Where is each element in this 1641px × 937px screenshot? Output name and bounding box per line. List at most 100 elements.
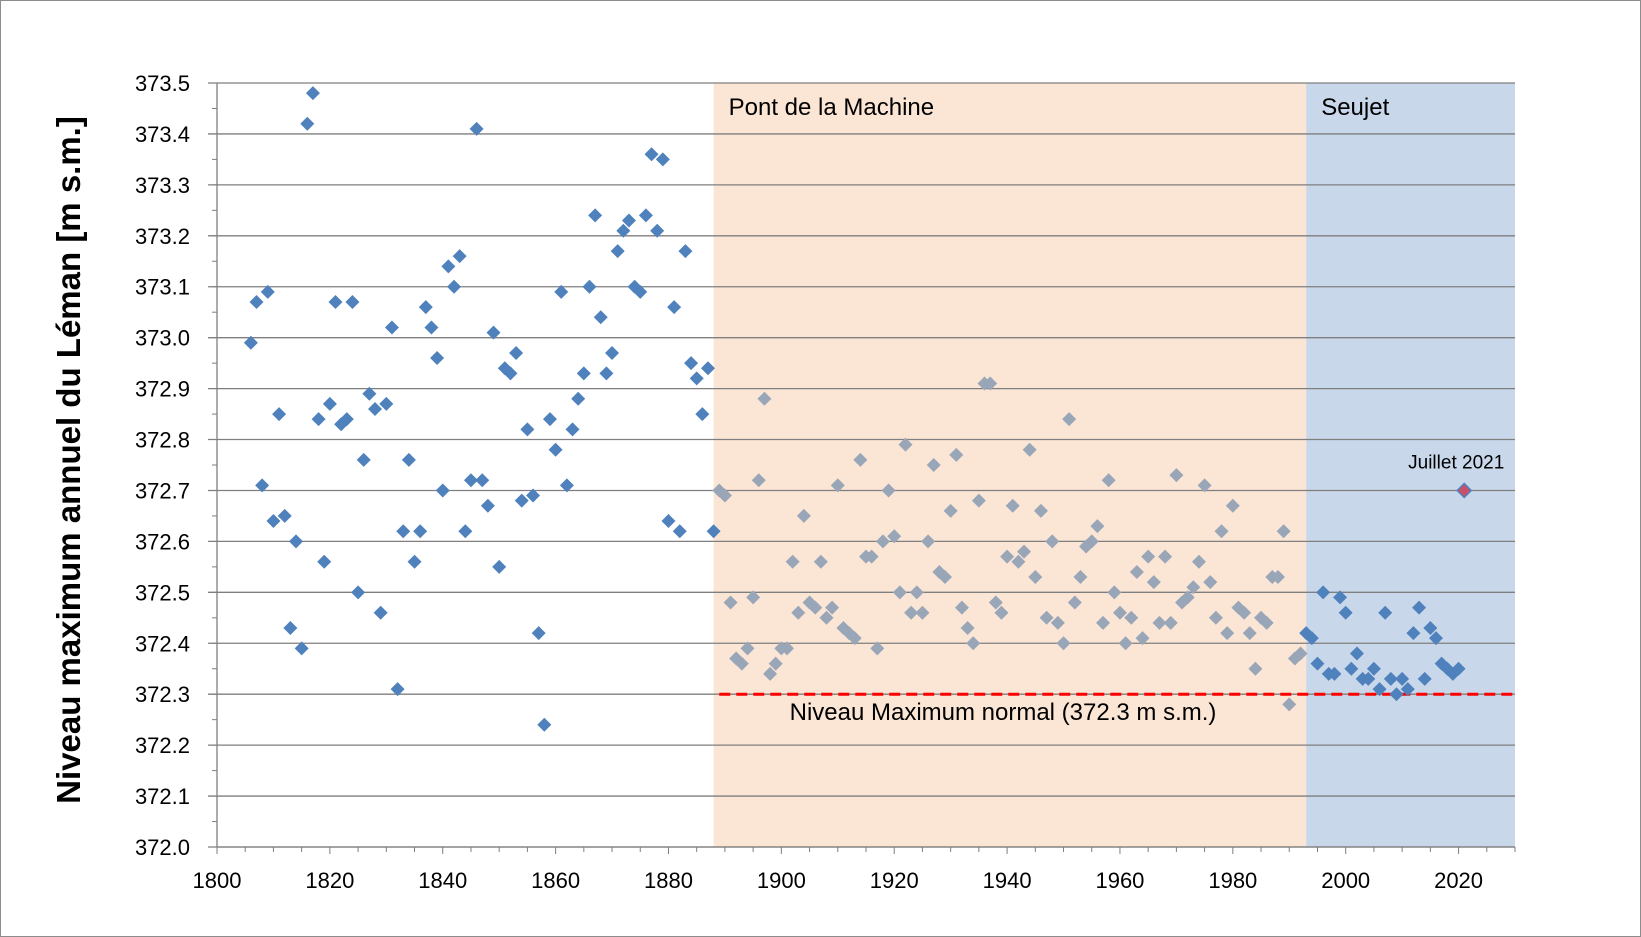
x-tick-label: 1880 [644,868,693,893]
data-point [650,223,665,238]
data-point [1033,503,1048,518]
data-point [328,295,343,310]
x-tick-label: 1920 [870,868,919,893]
y-axis-label: Niveau maximum annuel du Léman [m s.m.] [50,116,87,804]
data-point [847,631,862,646]
data-point [565,422,580,437]
x-tick-label: 1800 [193,868,242,893]
y-tick-label: 372.5 [135,580,190,605]
data-point [1062,412,1077,427]
data-point [1017,544,1032,559]
y-tick-label: 372.8 [135,428,190,453]
data-point [1417,671,1432,686]
data-point [610,244,625,259]
y-tick-label: 372.2 [135,733,190,758]
data-point [661,514,676,529]
data-point [960,620,975,635]
data-point [971,493,986,508]
data-point [1005,498,1020,513]
data-point [1067,595,1082,610]
data-point [763,666,778,681]
data-point [1129,564,1144,579]
data-point [1282,697,1297,712]
x-tick-label: 1900 [757,868,806,893]
data-point [509,345,524,360]
data-point [1304,631,1319,646]
data-point [548,442,563,457]
data-point [249,295,264,310]
data-point [503,366,518,381]
x-tick-label: 1940 [983,868,1032,893]
data-point [1118,636,1133,651]
data-point [938,570,953,585]
data-point [1186,580,1201,595]
data-point [870,641,885,656]
x-tick-label: 2000 [1321,868,1370,893]
data-point [1141,549,1156,564]
data-point [825,600,840,615]
data-point [1378,605,1393,620]
data-point [904,605,919,620]
data-point [520,422,535,437]
data-point [452,249,467,264]
data-point [260,284,275,299]
region-1 [1306,83,1515,847]
data-point [492,559,507,574]
data-point [779,641,794,656]
data-point [1073,570,1088,585]
data-point [447,279,462,294]
y-tick-label: 372.1 [135,784,190,809]
data-point [853,452,868,467]
data-point [1191,554,1206,569]
data-point [283,620,298,635]
reference-line-label: Niveau Maximum normal (372.3 m s.m.) [790,699,1217,726]
data-point [559,478,574,493]
data-point [791,605,806,620]
data-point [368,401,383,416]
y-tick-label: 372.4 [135,631,190,656]
data-point [921,534,936,549]
data-point [785,554,800,569]
data-point [1316,585,1331,600]
data-point [751,473,766,488]
data-point [537,717,552,732]
data-point [1423,620,1438,635]
data-point [1158,549,1173,564]
data-point [1361,671,1376,686]
data-point [1208,610,1223,625]
data-point [943,503,958,518]
data-point [723,595,738,610]
data-point [255,478,270,493]
data-point [1163,615,1178,630]
data-point [644,147,659,162]
region-label-seujet: Seujet [1321,94,1389,121]
data-point [678,244,693,259]
data-point [1389,687,1404,702]
data-point [480,498,495,513]
axes [212,82,1516,854]
y-tick-label: 372.9 [135,377,190,402]
data-point [1000,549,1015,564]
data-point [531,626,546,641]
data-point [684,356,699,371]
data-point [305,86,320,101]
data-point [1112,605,1127,620]
data-point [1395,671,1410,686]
data-point [988,595,1003,610]
data-point [1406,626,1421,641]
data-point [1152,615,1167,630]
data-point [582,279,597,294]
data-point [1096,615,1111,630]
data-point [1180,590,1195,605]
data-point [1220,626,1235,641]
data-point [892,585,907,600]
annotation-juillet-2021: Juillet 2021 [1408,452,1504,473]
data-point [345,295,360,310]
data-point [1214,524,1229,539]
data-point [599,366,614,381]
data-point [881,483,896,498]
data-point [994,605,1009,620]
data-point [243,335,258,350]
data-point [983,376,998,391]
